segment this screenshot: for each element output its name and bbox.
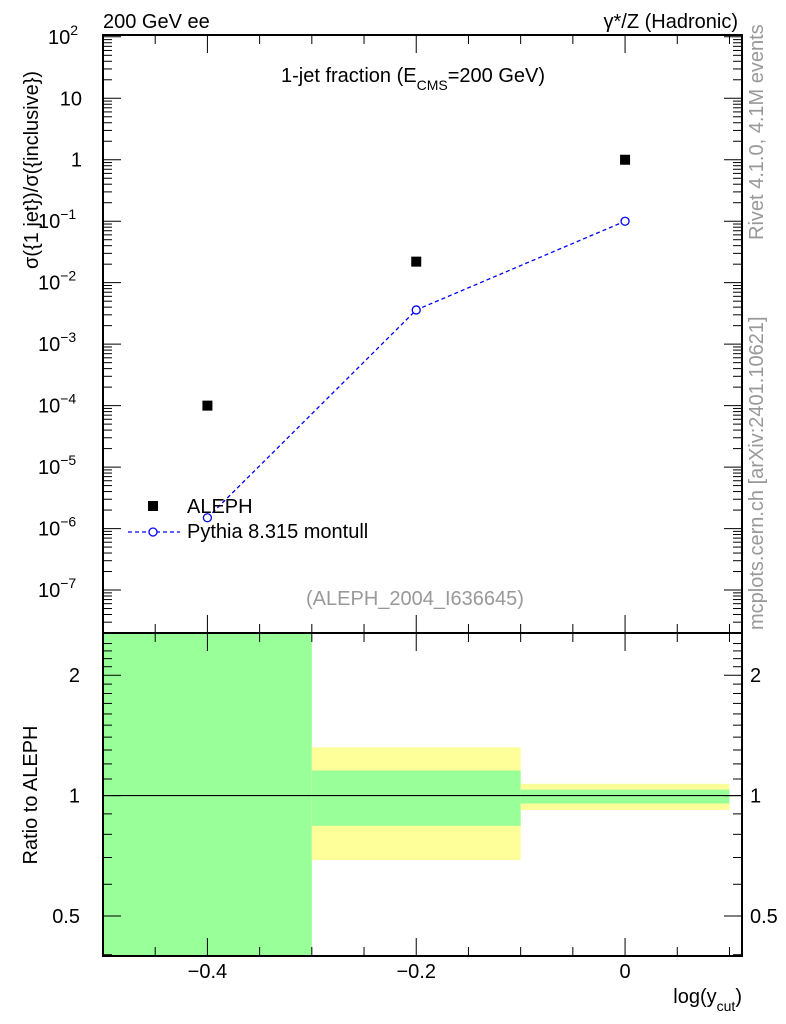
y-tick-label: 10−4 [38, 391, 76, 418]
analysis-id: (ALEPH_2004_I636645) [306, 588, 524, 610]
ratio-y-tick-label-right: 1 [750, 786, 761, 808]
y-tick-label: 10−2 [38, 268, 76, 295]
main-ylabel: σ({1 jet})/σ({inclusive}) [21, 71, 43, 269]
data-point [202, 400, 213, 411]
mc-point [620, 216, 630, 226]
y-tick-label: 1 [71, 150, 82, 172]
x-tick-label: 0 [619, 961, 630, 983]
legend-mc-marker [148, 527, 158, 537]
y-tick-label: 10−1 [38, 206, 76, 233]
ratio-y-tick-label-left: 0.5 [52, 906, 80, 928]
ratio-band-stat-0 [103, 633, 312, 956]
main-panel: 102 10 1 10−1 10−2 10−3 10−4 10−5 10−6 10−7 ALEPH P… [38, 22, 743, 634]
x-tick-label: −0.2 [396, 961, 435, 983]
header-right: γ*/Z (Hadronic) [604, 11, 738, 33]
y-tick-label: 10−3 [38, 329, 76, 356]
rivet-info: Rivet 4.1.0, 4.1M events [746, 24, 768, 240]
data-point [620, 154, 631, 165]
y-tick-label: 10−5 [38, 452, 76, 479]
y-tick-label: 10 [60, 88, 82, 110]
mc-point [411, 305, 421, 315]
y-tick-label: 10−6 [38, 514, 76, 541]
ratio-panel: −0.4 −0.2 0 2 2 1 1 0.5 0.5 [52, 632, 778, 983]
mcplots-info: mcplots.cern.ch [arXiv:2401.10621] [746, 316, 768, 630]
data-point [411, 256, 422, 267]
ratio-band-stat-2 [520, 789, 730, 804]
legend-data-marker [148, 501, 158, 511]
ratio-frame [102, 632, 743, 957]
mc-point [202, 513, 213, 523]
y-tick-label: 102 [48, 22, 78, 49]
ratio-y-tick-label-left: 2 [69, 665, 80, 687]
plot-title: 1-jet fraction (ECMS=200 GeV) [281, 65, 545, 93]
ratio-ylabel: Ratio to ALEPH [20, 726, 42, 865]
legend-mc-label: Pythia 8.315 montull [187, 521, 368, 543]
ratio-band-stat-1 [311, 770, 521, 826]
ratio-y-tick-label-right: 2 [750, 665, 761, 687]
x-axis-label: log(ycut) [673, 986, 742, 1014]
y-tick-label: 10−7 [38, 575, 76, 602]
x-tick-label: −0.4 [188, 961, 227, 983]
main-frame [102, 34, 743, 634]
ratio-y-tick-label-right: 0.5 [750, 906, 778, 928]
header-left: 200 GeV ee [103, 11, 210, 33]
legend-data-label: ALEPH [187, 496, 253, 518]
ratio-y-tick-label-left: 1 [69, 786, 80, 808]
